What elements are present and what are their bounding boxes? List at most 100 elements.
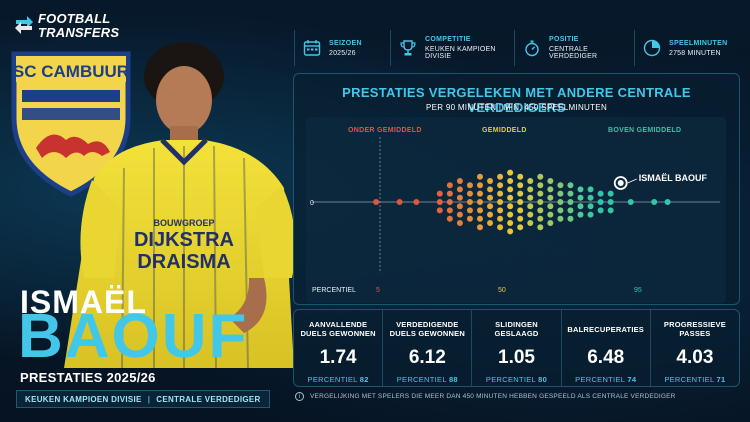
player-dot xyxy=(557,182,564,189)
player-dot xyxy=(627,199,634,205)
highlight-player-label: ISMAËL BAOUF xyxy=(639,173,708,183)
player-dot xyxy=(517,207,524,214)
player-dot xyxy=(487,194,494,201)
brand-logo[interactable]: FOOTBALL TRANSFERS xyxy=(14,12,134,42)
player-dot xyxy=(507,194,514,201)
stat-value: 1.05 xyxy=(498,347,535,368)
stat-value: 6.48 xyxy=(587,347,625,368)
player-dot xyxy=(587,194,594,201)
stat-percentile-label: PERCENTIEL xyxy=(485,375,536,384)
stat-value: 1.74 xyxy=(319,347,357,368)
footnote-text: VERGELIJKING MET SPELERS DIE MEER DAN 45… xyxy=(310,393,676,400)
stat-label: SLIDINGEN GESLAAGD xyxy=(494,320,539,338)
player-dot xyxy=(651,199,658,205)
stat-percentile-label: PERCENTIEL xyxy=(664,375,715,384)
player-dot xyxy=(413,199,420,205)
player-dot xyxy=(577,211,584,218)
stat-label: BALRECUPERATIES xyxy=(567,324,645,334)
axis-zero-label: 0 xyxy=(310,200,314,207)
player-dot xyxy=(456,220,463,226)
player-dot xyxy=(507,203,514,210)
player-dot xyxy=(466,215,473,222)
player-dot xyxy=(436,199,443,205)
player-dot xyxy=(567,215,574,222)
info-minutes: SPEELMINUTEN 2758 MINUTEN xyxy=(634,30,740,66)
beeswarm-dots xyxy=(373,169,671,235)
player-dot xyxy=(477,215,483,222)
player-dot xyxy=(527,178,534,184)
player-dot xyxy=(456,178,463,184)
player-tagline: KEUKEN KAMPIOEN DIVISIE | CENTRALE VERDE… xyxy=(16,390,270,408)
player-dot xyxy=(577,186,584,193)
beeswarm-plot: 0 ISMAËL BAOUF xyxy=(310,137,720,273)
tagline-position: CENTRALE VERDEDIGER xyxy=(156,394,261,404)
arrows-logo-icon xyxy=(15,16,33,34)
player-dot xyxy=(477,224,483,231)
player-dot xyxy=(547,194,554,201)
stat-percentile: PERCENTIEL 88 xyxy=(397,375,458,384)
player-dot xyxy=(567,190,574,197)
player-dot xyxy=(597,199,604,205)
player-dot xyxy=(547,178,554,184)
player-dot xyxy=(477,173,483,180)
player-dot xyxy=(517,190,524,197)
player-dot xyxy=(527,220,534,226)
info-season-label: SEIZOEN xyxy=(329,39,362,47)
player-dot xyxy=(517,215,524,222)
player-dot xyxy=(517,199,524,205)
player-dot xyxy=(477,207,483,214)
comparison-chart-panel: PRESTATIES VERGELEKEN MET ANDERE CENTRAL… xyxy=(293,73,740,305)
player-dot xyxy=(537,182,544,189)
player-dot xyxy=(527,194,534,201)
player-dot xyxy=(527,211,534,218)
stat-card: PROGRESSIEVE PASSES 4.03 PERCENTIEL 71 xyxy=(649,310,739,386)
player-dot xyxy=(537,215,544,222)
player-dot xyxy=(577,194,584,201)
player-dot xyxy=(587,186,594,193)
zone-average: GEMIDDELD xyxy=(482,127,527,134)
player-dot xyxy=(507,211,514,218)
player-dot xyxy=(557,215,564,222)
info-position: POSITIE CENTRALE VERDEDIGER xyxy=(514,30,634,66)
percentile-50-label: 50 xyxy=(498,287,506,294)
percentile-95-label: 95 xyxy=(634,287,642,294)
player-dot xyxy=(567,207,574,214)
stat-card: AANVALLENDE DUELS GEWONNEN 1.74 PERCENTI… xyxy=(294,310,382,386)
player-dot xyxy=(497,173,504,180)
player-dot xyxy=(446,199,453,205)
shirt-sponsor-2: DRAISMA xyxy=(137,251,230,273)
player-dot xyxy=(373,199,380,205)
info-position-label: POSITIE xyxy=(549,36,579,43)
player-dot xyxy=(487,220,494,226)
stat-percentile: PERCENTIEL 80 xyxy=(486,375,547,384)
stat-card: SLIDINGEN GESLAAGD 1.05 PERCENTIEL 80 xyxy=(471,310,560,386)
stat-label: VERDEDIGENDE DUELS GEWONNEN xyxy=(389,320,465,338)
player-dot xyxy=(456,194,463,201)
player-dot xyxy=(577,203,584,210)
player-dot xyxy=(466,199,473,205)
player-dot xyxy=(436,207,443,214)
player-dot xyxy=(537,207,544,214)
player-dot xyxy=(597,190,604,197)
stat-label: AANVALLENDE DUELS GEWONNEN xyxy=(300,320,376,338)
trophy-icon xyxy=(400,40,416,56)
stat-percentile-value: 74 xyxy=(627,375,637,384)
pie-icon xyxy=(643,39,661,57)
stat-percentile: PERCENTIEL 71 xyxy=(664,375,725,384)
player-dot xyxy=(527,203,534,210)
player-dot xyxy=(587,211,594,218)
footnote: i VERGELIJKING MET SPELERS DIE MEER DAN … xyxy=(295,392,676,401)
stat-percentile-label: PERCENTIEL xyxy=(396,375,447,384)
info-position-value: CENTRALE VERDEDIGER xyxy=(549,46,598,60)
player-dot xyxy=(487,178,494,184)
highlight-group: ISMAËL BAOUF xyxy=(613,173,708,190)
player-first-name: ISMAËL xyxy=(20,284,147,320)
brand-line-2: TRANSFERS xyxy=(38,25,120,40)
player-dot xyxy=(507,220,514,226)
player-dot xyxy=(517,173,524,180)
player-dot xyxy=(477,182,483,189)
percentile-axis-label: PERCENTIEL xyxy=(312,287,356,294)
player-dot xyxy=(497,215,504,222)
player-dot xyxy=(446,182,453,189)
player-dot xyxy=(477,190,483,197)
